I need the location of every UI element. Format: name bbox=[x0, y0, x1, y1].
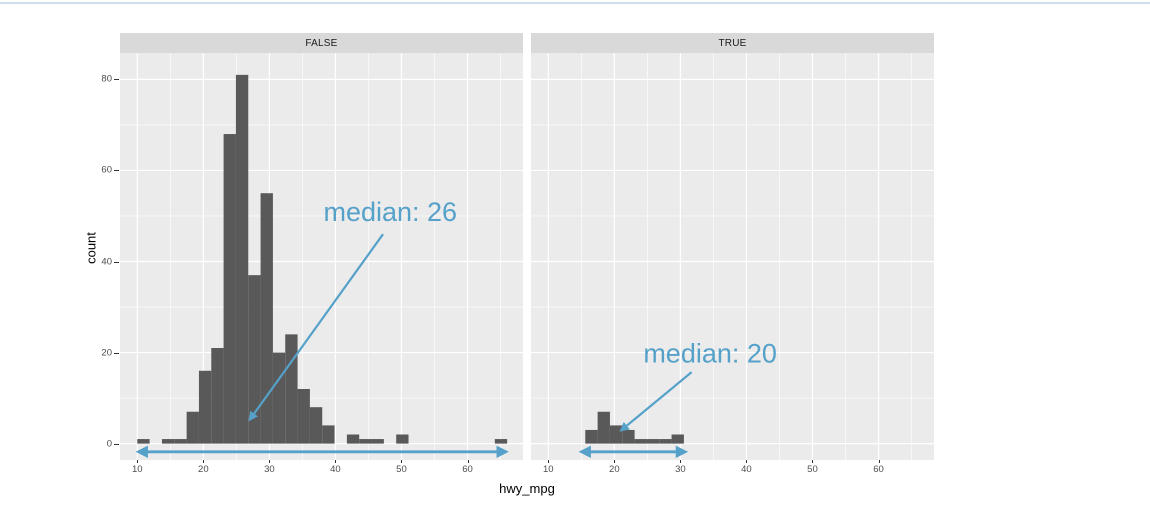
median-arrow bbox=[248, 233, 384, 422]
histogram-bar bbox=[359, 439, 372, 444]
x-tick-label: 10 bbox=[132, 464, 143, 475]
histogram-bar bbox=[186, 411, 199, 444]
plot-panel-true: median: 20 bbox=[531, 53, 934, 460]
top-border-line bbox=[0, 2, 1150, 4]
histogram-bar bbox=[622, 429, 635, 444]
x-tick-label: 20 bbox=[198, 464, 209, 475]
histogram-bar bbox=[609, 425, 623, 444]
histogram-bar bbox=[597, 411, 610, 444]
histogram-bar bbox=[371, 439, 384, 444]
x-tick-label: 50 bbox=[396, 464, 407, 475]
facet-strip-label: TRUE bbox=[718, 37, 747, 49]
y-tick-label: 40 bbox=[101, 256, 112, 267]
facet-strip-true: TRUE bbox=[531, 33, 934, 53]
major-gridlines bbox=[531, 53, 934, 460]
histogram-bar bbox=[223, 134, 236, 444]
histogram-bar bbox=[137, 439, 150, 444]
x-tick-label: 50 bbox=[807, 464, 818, 475]
panel-svg-true: median: 20 bbox=[531, 53, 934, 460]
x-tick-mark bbox=[401, 460, 403, 463]
y-tick-label: 60 bbox=[101, 164, 112, 176]
median-arrow bbox=[619, 371, 693, 432]
minor-gridlines bbox=[531, 53, 934, 460]
x-tick-label: 30 bbox=[264, 464, 275, 475]
y-tick-label: 80 bbox=[101, 73, 112, 85]
x-tick-mark bbox=[269, 460, 271, 463]
histogram-bar bbox=[671, 434, 684, 444]
x-tick-label: 60 bbox=[873, 464, 884, 475]
x-tick-mark bbox=[203, 460, 205, 463]
y-tick-mark bbox=[114, 261, 119, 263]
x-tick-mark bbox=[812, 460, 814, 463]
y-tick-mark bbox=[114, 352, 119, 354]
histogram-bar bbox=[198, 370, 212, 444]
y-tick-label: 20 bbox=[101, 347, 112, 359]
plot-panel-false: median: 26 bbox=[120, 53, 523, 460]
histogram-bar bbox=[211, 348, 224, 444]
histogram-bar bbox=[174, 439, 187, 444]
x-tick-label: 40 bbox=[330, 464, 341, 475]
histogram-bar bbox=[297, 388, 310, 444]
y-tick-label: 0 bbox=[106, 438, 112, 450]
histogram-bar bbox=[272, 352, 286, 444]
y-tick-mark bbox=[114, 443, 119, 445]
median-annotation: median: 20 bbox=[643, 338, 777, 368]
panel-svg-false: median: 26 bbox=[120, 53, 523, 460]
facet-strip-false: FALSE bbox=[120, 33, 523, 53]
histogram-bar bbox=[634, 439, 647, 444]
x-tick-mark bbox=[137, 460, 139, 463]
histogram-bars bbox=[137, 74, 508, 444]
median-annotation: median: 26 bbox=[323, 197, 457, 227]
histogram-bar bbox=[309, 407, 323, 444]
x-tick-mark bbox=[680, 460, 682, 463]
histogram-bar bbox=[346, 434, 360, 444]
histogram-bar bbox=[322, 425, 335, 444]
x-tick-mark bbox=[614, 460, 616, 463]
minor-gridlines bbox=[120, 53, 523, 460]
x-tick-mark bbox=[878, 460, 880, 463]
x-axis-title: hwy_mpg bbox=[499, 481, 555, 496]
x-tick-label: 30 bbox=[675, 464, 686, 475]
histogram-bar bbox=[248, 275, 261, 444]
y-tick-mark bbox=[114, 79, 119, 81]
histogram-bar bbox=[585, 429, 598, 444]
histogram-bar bbox=[396, 434, 409, 444]
x-tick-mark bbox=[548, 460, 550, 463]
histogram-bar bbox=[285, 334, 298, 444]
histogram-bar bbox=[260, 193, 273, 444]
histogram-bar bbox=[646, 439, 660, 444]
x-tick-label: 60 bbox=[462, 464, 473, 475]
x-tick-mark bbox=[467, 460, 469, 463]
histogram-bar bbox=[494, 439, 508, 444]
major-gridlines bbox=[120, 53, 523, 460]
facet-strip-label: FALSE bbox=[305, 37, 338, 49]
x-tick-label: 40 bbox=[741, 464, 752, 475]
histogram-bar bbox=[235, 74, 249, 444]
histogram-bar bbox=[161, 439, 175, 444]
x-tick-mark bbox=[335, 460, 337, 463]
y-tick-mark bbox=[114, 170, 119, 172]
histogram-bar bbox=[659, 439, 672, 444]
histogram-bars bbox=[585, 411, 684, 444]
x-tick-label: 10 bbox=[543, 464, 554, 475]
x-tick-mark bbox=[746, 460, 748, 463]
x-tick-label: 20 bbox=[609, 464, 620, 475]
